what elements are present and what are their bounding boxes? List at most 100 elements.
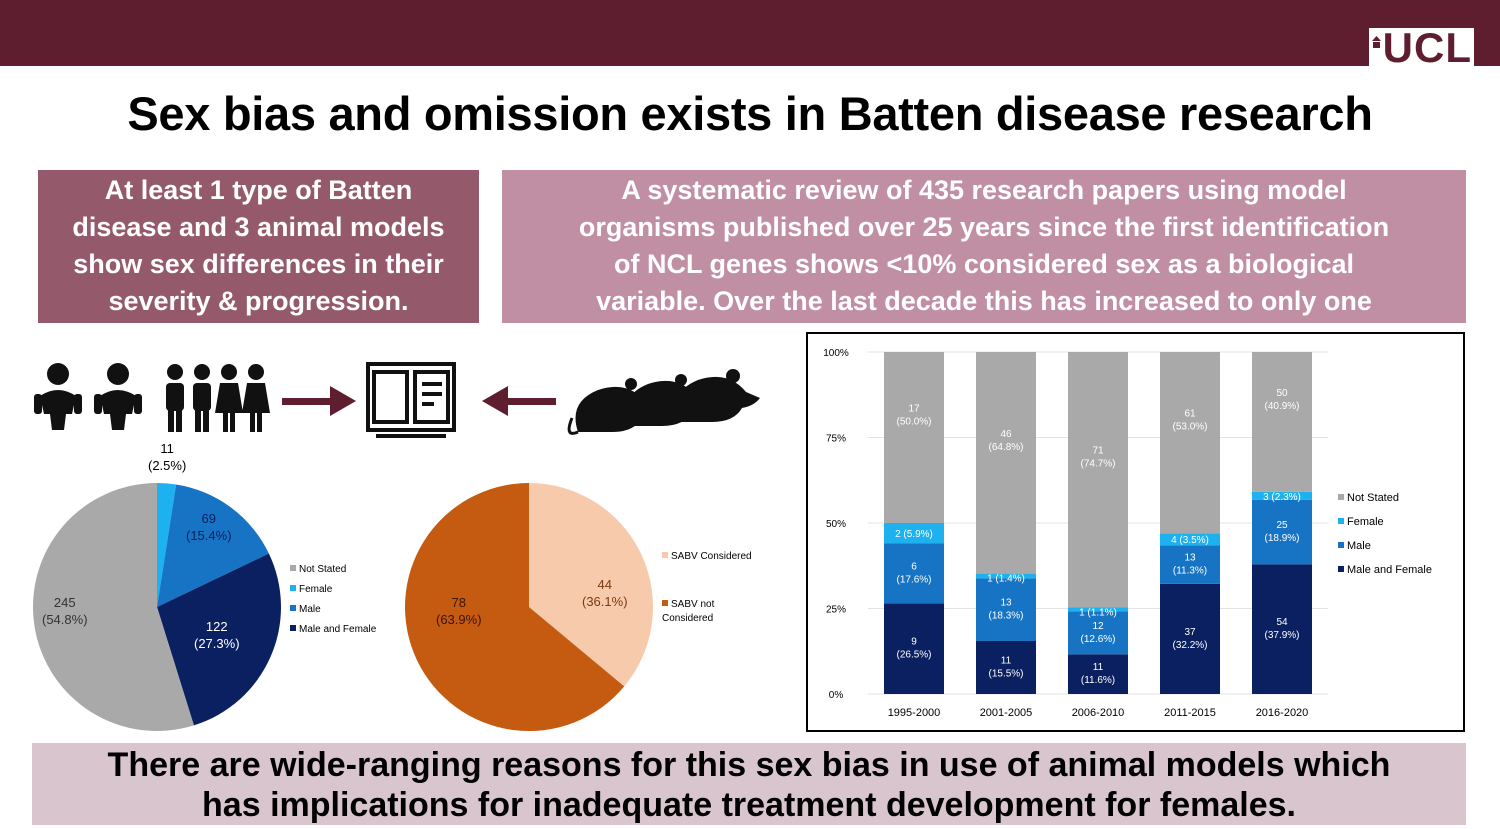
legend-item: Not Stated [290,560,376,580]
legend-item: Male [290,600,376,620]
legend-item: Female [290,580,376,600]
y-tick-label: 25% [826,605,846,616]
x-tick-label: 2001-2005 [980,707,1033,719]
pie-slice-female [157,483,177,607]
bar-pct-label: (12.6%) [1080,634,1115,645]
mice-icon [567,369,760,435]
bar-pct-label: (40.9%) [1264,401,1299,412]
bar-pct-label: (18.9%) [1264,533,1299,544]
bar-segment-female [1252,491,1312,500]
bar-count-label: 17 [908,404,920,415]
bar-segment-female [1068,607,1128,612]
conclusion-line: has implications for inadequate treatmen… [202,786,1296,824]
box-line: variable. Over the last decade this has … [596,286,1372,316]
bar-data-label: 4 (3.5%) [1171,535,1209,546]
arrow-right-icon [282,386,356,416]
box-line: severity & progression. [108,286,409,316]
box-line: disease and 3 animal models [72,212,445,242]
pie1-label-not-stated: 245 (54.8%) [42,595,88,627]
legend-item: Male and Female [290,620,376,640]
bar-pct-label: (50.0%) [896,417,931,428]
bar-count-label: 50 [1276,388,1288,399]
x-tick-label: 2006-2010 [1072,707,1125,719]
bar-count-label: 11 [1093,662,1104,673]
x-tick-label: 1995-2000 [888,707,941,719]
bar-count-label: 9 [911,637,917,648]
stacked-bar-chart: 0% 25% 50% 75% 100% 9 (26.5%) 6 (17.6%) 2 (5.9%) 1… [806,332,1465,732]
bar-segment-not-stated [884,352,944,523]
arrow-left-icon [482,386,556,416]
bar-pct-label: (37.9%) [1264,630,1299,641]
bar-pct-label: (15.5%) [988,668,1023,679]
bar-data-label: 3 (2.3%) [1263,492,1301,503]
pie-chart-sabv [404,483,653,731]
pie-slice-male-and-female [157,553,281,726]
legend-item: Not Stated [1338,486,1432,510]
bar-pct-label: (26.5%) [896,650,931,661]
conclusion-banner: There are wide-ranging reasons for this … [32,743,1466,825]
pie-chart-model-sex [32,483,281,731]
pie1-legend: Not Stated Female Male Male and Female [290,560,376,640]
pie-slice-not-stated [32,483,194,731]
box-line: show sex differences in their [73,249,444,279]
bar-pct-label: (11.6%) [1081,675,1115,686]
bar-segment-not-stated [1252,352,1312,492]
box-line: At least 1 type of Batten [104,175,413,205]
bar-segment-male-and-female [1068,654,1128,694]
box-line: of NCL genes shows <10% considered sex a… [613,249,1354,279]
legend-item: Female [1338,510,1432,534]
pie-slice-sabv-considered [529,483,653,687]
y-tick-label: 50% [826,519,846,530]
book-icon [366,362,456,438]
sex-differences-box: At least 1 type of Batten disease and 3 … [38,170,479,323]
bar-segment-male [1068,611,1128,655]
family-icon [166,364,270,432]
y-tick-label: 100% [823,348,849,359]
pie-slice-sabv-not-considered [404,483,625,731]
bar-count-label: 54 [1276,617,1288,628]
bar-segment-not-stated [1160,352,1220,534]
bar-count-label: 13 [1000,598,1012,609]
bar-segment-not-stated [1068,352,1128,608]
pie2-label-not-considered: 78 (63.9%) [436,595,482,627]
bar-pct-label: (53.0%) [1172,422,1207,433]
bar-pct-label: (18.3%) [988,611,1023,622]
bar-data-label: 1 (1.4%) [987,574,1025,585]
bar-segment-male-and-female [976,640,1036,694]
bar-segment-male [884,543,944,604]
pie2-label-considered: 44 (36.1%) [582,577,628,609]
bar-pct-label: (74.7%) [1080,459,1115,470]
y-tick-label: 75% [826,434,846,445]
bar-count-label: 46 [1000,429,1012,440]
bar-count-label: 37 [1184,627,1196,638]
bar-pct-label: (32.2%) [1172,640,1207,651]
pie1-label-male-and-female: 122 (27.3%) [194,619,240,651]
bar-chart-canvas: 0% 25% 50% 75% 100% 9 (26.5%) 6 (17.6%) 2 (5.9%) 1… [823,348,1328,719]
portico-icon [1371,36,1381,48]
bar-segment-male [1160,545,1220,584]
box-line: A systematic review of 435 research pape… [621,175,1347,205]
bar-legend: Not Stated Female Male Male and Female [1338,486,1432,582]
pie1-label-female: 11 (2.5%) [148,441,187,473]
box-line: organisms published over 25 years since … [578,212,1390,242]
header-bar: UCL [0,0,1500,69]
ucl-logo: UCL [1368,27,1474,69]
icons-row [34,362,760,438]
bar-data-label: 2 (5.9%) [895,529,933,540]
bar-segment-male-and-female [884,603,944,694]
bar-count-label: 11 [1001,655,1012,666]
logo-text: UCL [1382,24,1472,71]
legend-item: Male [1338,534,1432,558]
bar-count-label: 13 [1184,553,1196,564]
systematic-review-box: A systematic review of 435 research pape… [502,170,1466,323]
bar-segment-female [1160,533,1220,546]
bar-count-label: 61 [1184,409,1196,420]
pie2-legend: SABV Considered SABV not Considered [662,550,752,626]
legend-item: SABV not Considered [662,599,715,624]
bar-data-label: 1 (1.1%) [1079,607,1117,618]
bar-segment-male-and-female [1252,564,1312,694]
bar-segment-not-stated [976,352,1036,574]
bar-segment-female [976,573,1036,579]
bar-segment-female [884,523,944,544]
legend-item: SABV Considered [662,550,752,564]
